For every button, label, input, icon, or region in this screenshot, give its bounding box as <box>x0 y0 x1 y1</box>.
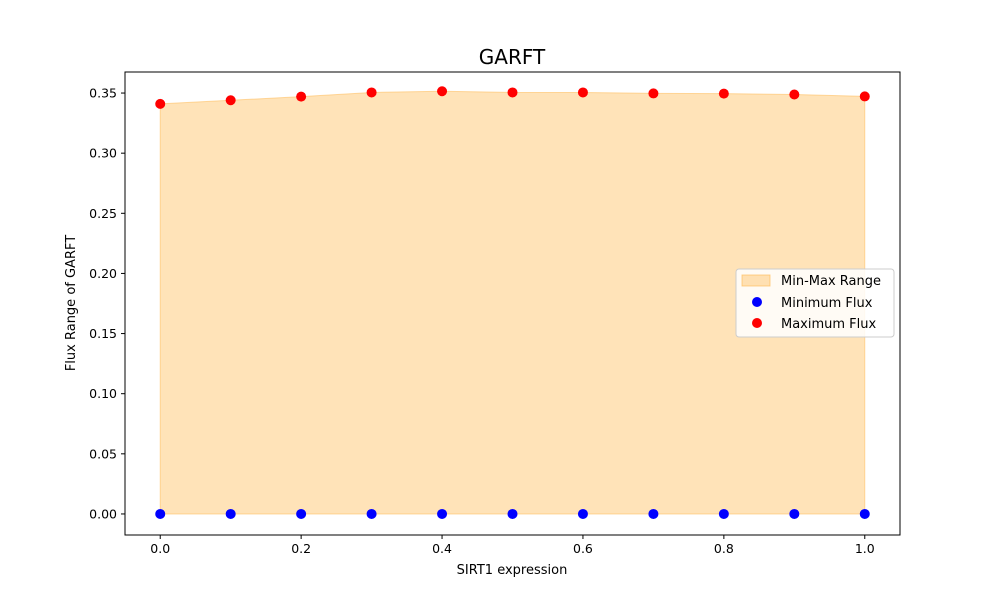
chart-title: GARFT <box>479 45 546 69</box>
maximum-flux-point <box>718 88 729 99</box>
x-tick-label: 1.0 <box>855 541 875 556</box>
maximum-flux-point <box>225 95 236 106</box>
y-tick-label: 0.00 <box>89 506 117 521</box>
legend: Min-Max Range Minimum Flux Maximum Flux <box>735 268 895 338</box>
y-tick-label: 0.35 <box>89 86 117 101</box>
y-tick-label: 0.10 <box>89 386 117 401</box>
legend-label-max: Maximum Flux <box>781 317 877 332</box>
y-axis: 0.00 0.05 0.10 0.15 0.20 0.25 0.30 0.35 <box>89 86 125 521</box>
maximum-flux-point <box>296 91 307 102</box>
legend-swatch-range <box>741 274 771 287</box>
x-tick-label: 0.2 <box>291 541 311 556</box>
maximum-flux-point <box>437 86 448 97</box>
maximum-flux-point <box>507 87 518 98</box>
minimum-flux-point <box>648 508 659 519</box>
x-tick-label: 0.4 <box>432 541 452 556</box>
y-tick-label: 0.05 <box>89 446 117 461</box>
minimum-flux-point <box>859 508 870 519</box>
x-tick-label: 0.6 <box>573 541 593 556</box>
y-tick-label: 0.15 <box>89 326 117 341</box>
y-tick-label: 0.25 <box>89 206 117 221</box>
minimum-flux-point <box>296 508 307 519</box>
maximum-flux-point <box>859 91 870 102</box>
legend-marker-min <box>752 297 762 307</box>
legend-marker-max <box>752 318 762 328</box>
minimum-flux-point <box>366 508 377 519</box>
maximum-flux-point <box>789 89 800 100</box>
minimum-flux-point <box>577 508 588 519</box>
y-tick-label: 0.20 <box>89 266 117 281</box>
legend-label-range: Min-Max Range <box>781 274 881 289</box>
y-axis-label: Flux Range of GARFT <box>64 235 79 371</box>
plot-frame <box>124 71 901 536</box>
minimum-flux-point <box>155 508 166 519</box>
y-tick-label: 0.30 <box>89 146 117 161</box>
minimum-flux-point <box>437 508 448 519</box>
x-axis: 0.0 0.2 0.4 0.6 0.8 1.0 <box>150 535 875 556</box>
minimum-flux-point <box>507 508 518 519</box>
x-axis-label: SIRT1 expression <box>457 563 568 578</box>
x-tick-label: 0.0 <box>150 541 170 556</box>
legend-frame <box>735 268 895 338</box>
maximum-flux-point <box>648 88 659 99</box>
minimum-flux-point <box>718 508 729 519</box>
maximum-flux-point <box>577 87 588 98</box>
minimum-flux-point <box>789 508 800 519</box>
maximum-flux-point <box>366 87 377 98</box>
x-tick-label: 0.8 <box>714 541 734 556</box>
plot-area <box>155 86 870 519</box>
maximum-flux-point <box>155 98 166 109</box>
minimum-flux-point <box>225 508 236 519</box>
legend-label-min: Minimum Flux <box>781 296 873 311</box>
